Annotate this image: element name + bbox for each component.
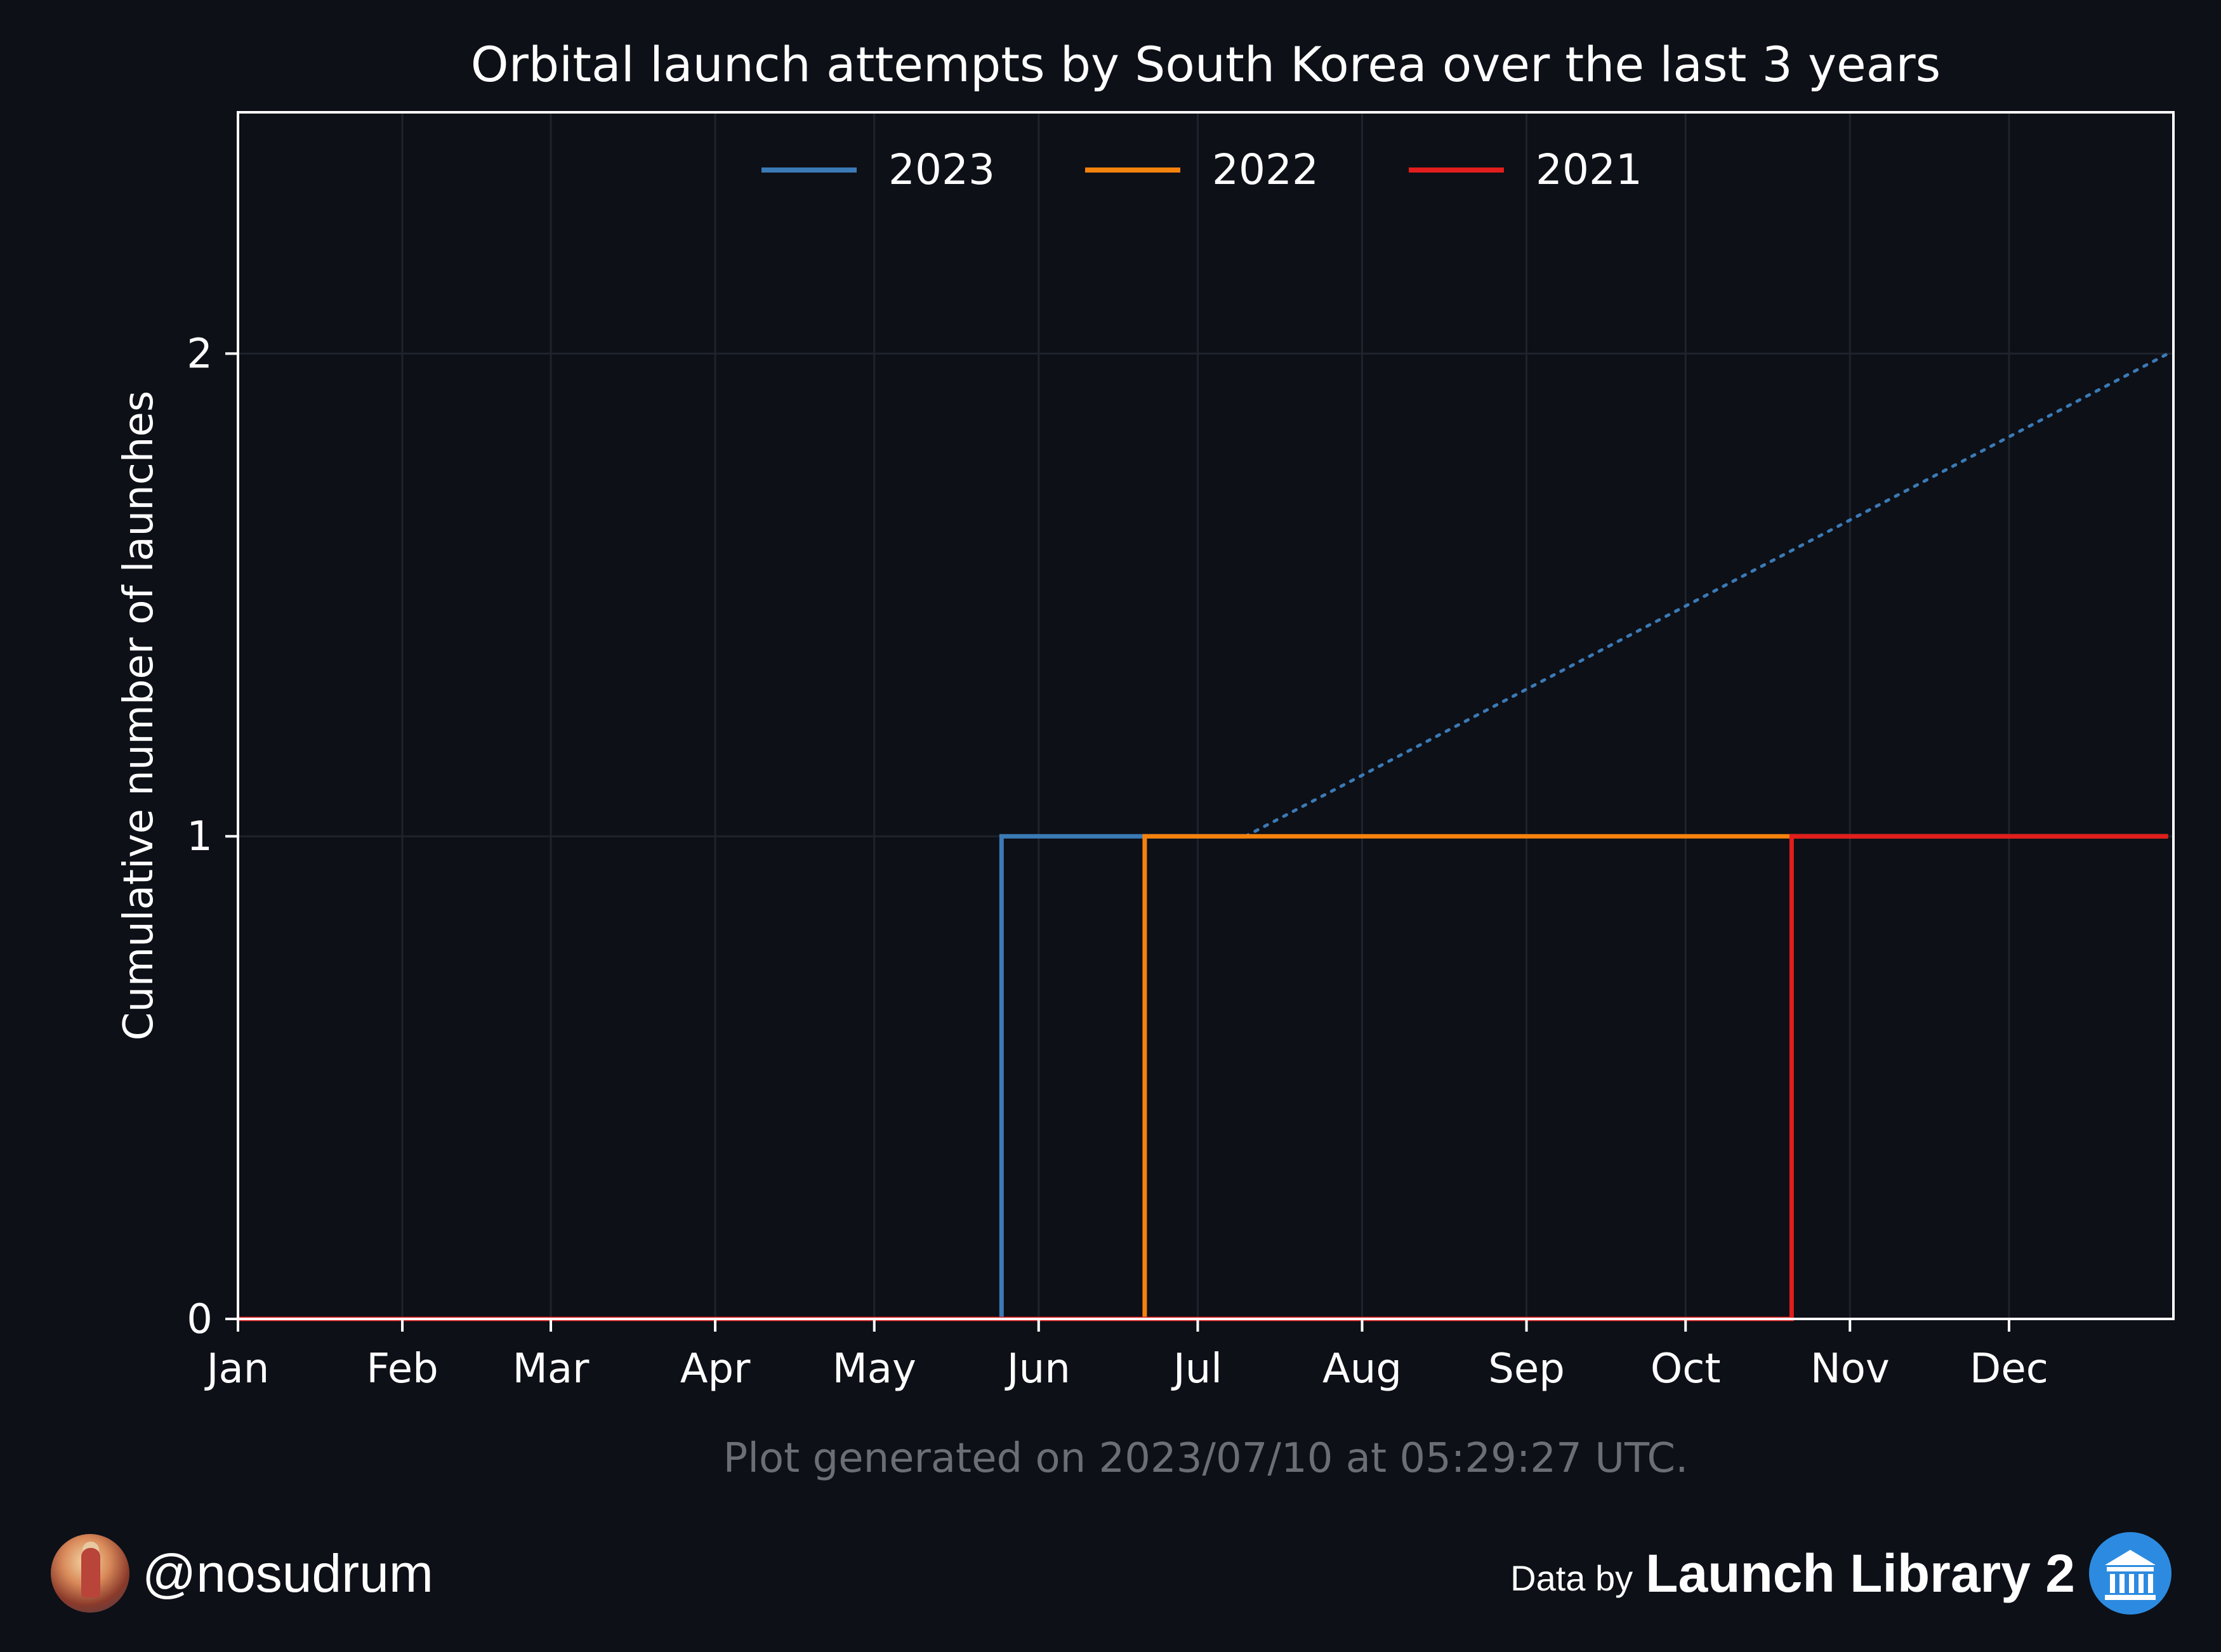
axes: Jan Feb Mar Apr May Jun Jul Aug Sep Oct Nov Dec 0 1 2	[187, 331, 2048, 1393]
legend: 2023 2022 2021	[761, 145, 1642, 194]
author-credit: @nosudrum	[51, 1534, 433, 1613]
x-tick-label: Sep	[1488, 1346, 1565, 1393]
legend-label-2023: 2023	[888, 145, 995, 194]
x-tick-label: Jun	[1005, 1346, 1071, 1393]
y-tick-label: 2	[187, 331, 213, 377]
x-tick-label: Dec	[1970, 1346, 2048, 1393]
series-2023-line	[238, 834, 1246, 1321]
series-2023-projection-line	[1244, 351, 2170, 838]
plot-frame	[237, 111, 2175, 1320]
series-2021-line	[238, 834, 2168, 1321]
grid	[237, 112, 2173, 1320]
avatar	[51, 1534, 129, 1613]
x-tick-label: Feb	[366, 1346, 438, 1393]
x-tick-label: Mar	[513, 1346, 590, 1393]
author-handle: @nosudrum	[142, 1543, 433, 1603]
series-2022-line	[238, 834, 2168, 1321]
x-tick-label: Aug	[1322, 1346, 1402, 1393]
x-tick-label: May	[833, 1346, 916, 1393]
data-source-credit: Data by Launch Library 2	[1510, 1532, 2172, 1615]
launch-library-logo-icon	[2089, 1532, 2172, 1615]
y-tick-label: 0	[187, 1296, 213, 1343]
data-source-name: Launch Library 2	[1645, 1543, 2075, 1603]
plot-annotation: Plot generated on 2023/07/10 at 05:29:27…	[723, 1435, 1689, 1482]
x-tick-label: Apr	[680, 1346, 751, 1393]
x-tick-label: Jan	[204, 1346, 270, 1393]
x-tick-label: Jul	[1171, 1346, 1222, 1393]
legend-label-2021: 2021	[1536, 145, 1642, 194]
y-tick-label: 1	[187, 813, 213, 860]
chart-title: Orbital launch attempts by South Korea o…	[471, 36, 1941, 93]
x-tick-label: Nov	[1810, 1346, 1890, 1393]
x-tick-label: Oct	[1651, 1346, 1721, 1393]
data-by-label: Data by	[1510, 1557, 1633, 1598]
legend-label-2022: 2022	[1212, 145, 1319, 194]
y-axis-label: Cumulative number of launches	[115, 391, 162, 1040]
